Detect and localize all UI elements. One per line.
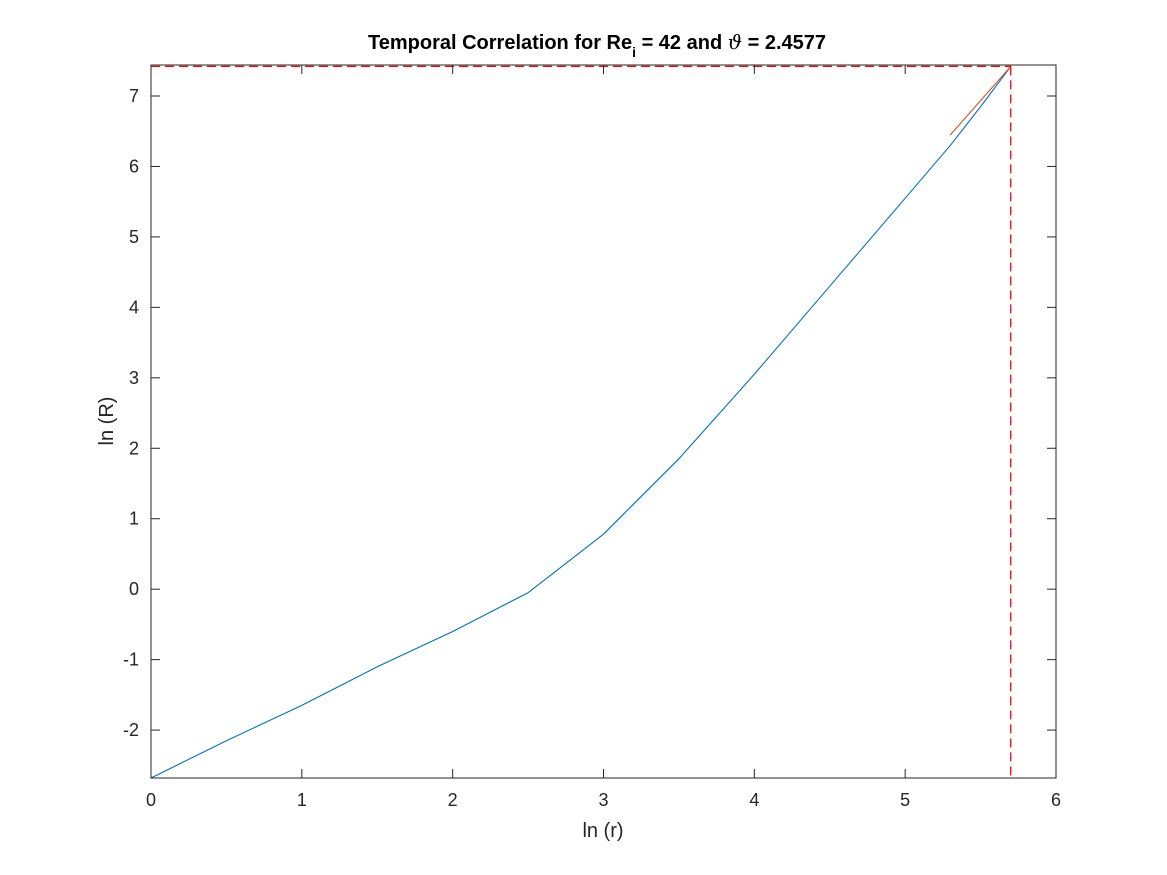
title-suffix: = 2.4577 bbox=[742, 32, 826, 54]
x-tick-label: 0 bbox=[146, 790, 156, 810]
plot-area bbox=[150, 64, 1057, 779]
axis-ticks: 0 1 2 3 4 5 6 -2 -1 0 1 2 3 4 5 6 7 bbox=[123, 65, 1061, 810]
y-tick-label: 4 bbox=[129, 297, 139, 317]
series-line-2 bbox=[949, 65, 1012, 136]
y-tick-label: -1 bbox=[123, 650, 139, 670]
x-tick-label: 4 bbox=[749, 790, 759, 810]
y-tick-label: 0 bbox=[129, 579, 139, 599]
chart-title: Temporal Correlation for Rei = 42 and ϑ … bbox=[368, 30, 826, 60]
x-tick-label: 3 bbox=[598, 790, 608, 810]
y-tick-label: 2 bbox=[129, 438, 139, 458]
x-tick-label: 2 bbox=[448, 790, 458, 810]
y-tick-label: 5 bbox=[129, 227, 139, 247]
y-tick-label: 1 bbox=[129, 509, 139, 529]
y-tick-label: -2 bbox=[123, 720, 139, 740]
x-tick-label: 5 bbox=[900, 790, 910, 810]
x-tick-label: 6 bbox=[1051, 790, 1061, 810]
title-symbol: ϑ bbox=[728, 30, 742, 54]
y-axis-label: ln (R) bbox=[96, 397, 118, 446]
series-line-1 bbox=[150, 65, 1012, 779]
x-axis-label: ln (r) bbox=[582, 820, 623, 842]
x-tick-label: 1 bbox=[297, 790, 307, 810]
title-subscript: i bbox=[632, 44, 636, 60]
title-middle: = 42 and bbox=[636, 32, 728, 54]
y-tick-label: 3 bbox=[129, 368, 139, 388]
y-tick-label: 7 bbox=[129, 86, 139, 106]
axes-background bbox=[151, 65, 1056, 778]
title-prefix: Temporal Correlation for Re bbox=[368, 32, 632, 54]
y-tick-label: 6 bbox=[129, 156, 139, 176]
